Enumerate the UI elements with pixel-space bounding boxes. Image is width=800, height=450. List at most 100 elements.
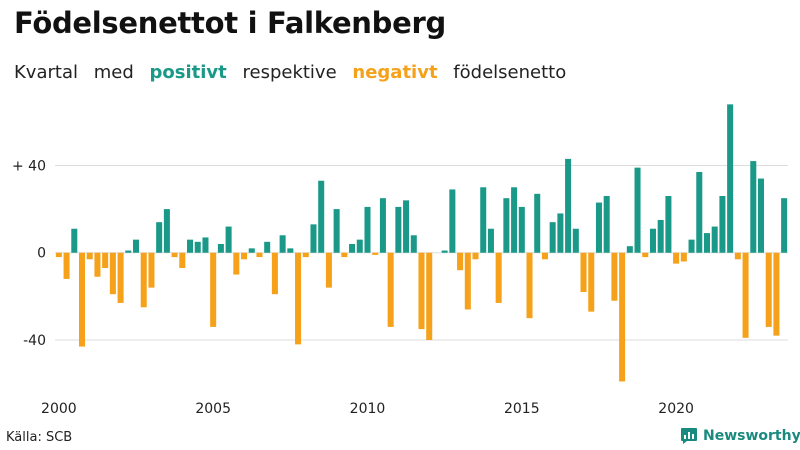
bar-positive: [163, 209, 170, 253]
bars: [55, 104, 788, 382]
bar-negative: [773, 252, 780, 336]
y-tick-label: 0: [37, 246, 46, 262]
bar-negative: [325, 252, 332, 288]
bar-negative: [495, 252, 502, 303]
bar-negative: [619, 252, 626, 382]
subtitle-negative-word: negativt: [352, 62, 438, 83]
bar-negative: [63, 252, 70, 279]
bar-positive: [634, 167, 641, 253]
bar-positive: [449, 189, 456, 253]
bar-negative: [642, 252, 649, 258]
bar-negative: [765, 252, 772, 327]
bar-positive: [688, 239, 695, 253]
bar-negative: [148, 252, 155, 288]
subtitle-suffix: födelsenetto: [453, 62, 567, 83]
brand[interactable]: Newsworthy: [680, 427, 800, 445]
bar-positive: [572, 228, 579, 253]
bar-positive: [549, 222, 556, 253]
bar-negative: [102, 252, 109, 268]
bar-negative: [673, 252, 680, 264]
subtitle-with: med: [93, 62, 134, 83]
bar-negative: [117, 252, 124, 303]
bar-negative: [210, 252, 217, 327]
bar-negative: [457, 252, 464, 271]
bar-positive: [364, 206, 371, 253]
bar-positive: [719, 196, 726, 253]
bar-positive: [403, 200, 410, 253]
bar-negative: [541, 252, 548, 260]
bar-positive: [665, 196, 672, 253]
bar-negative: [256, 252, 263, 258]
subtitle-prefix: Kvartal: [14, 62, 78, 83]
bar-negative: [241, 252, 248, 260]
bar-negative: [179, 252, 186, 268]
bar-positive: [318, 180, 325, 253]
bar-positive: [534, 193, 541, 253]
bar-negative: [79, 252, 86, 347]
bar-positive: [125, 250, 132, 253]
bar-negative: [55, 252, 62, 258]
bar-negative: [295, 252, 302, 345]
bar-negative: [372, 252, 379, 255]
bar-positive: [750, 161, 757, 253]
newsworthy-logo-icon: [681, 428, 697, 444]
bar-positive: [410, 235, 417, 253]
bar-positive: [310, 224, 317, 253]
bar-positive: [287, 248, 294, 253]
bar-negative: [233, 252, 240, 275]
bar-negative: [580, 252, 587, 292]
bar-positive: [657, 220, 664, 253]
bar-positive: [279, 235, 286, 253]
bar-positive: [511, 187, 518, 253]
bar-positive: [225, 226, 232, 253]
bar-positive: [133, 239, 140, 253]
bar-positive: [333, 209, 340, 253]
x-tick-label: 2000: [41, 401, 77, 417]
bar-negative: [109, 252, 116, 295]
bar-positive: [781, 198, 788, 253]
source-note: Källa: SCB: [6, 430, 73, 445]
bar-positive: [187, 239, 194, 253]
axis-labels: + 40 0 -40 2000 2005 2010 2015 2020: [12, 158, 694, 417]
bar-negative: [341, 252, 348, 258]
bar-positive: [349, 244, 356, 253]
x-tick-label: 2010: [350, 401, 386, 417]
bar-positive: [757, 178, 765, 253]
x-tick-label: 2020: [658, 401, 694, 417]
bar-positive: [441, 250, 448, 253]
bar-positive: [264, 241, 271, 253]
bar-positive: [727, 104, 734, 253]
bar-positive: [696, 172, 703, 253]
subtitle-positive-word: positivt: [149, 62, 227, 83]
bar-positive: [194, 241, 201, 253]
bar-negative: [271, 252, 278, 295]
bar-negative: [734, 252, 741, 260]
brand-name: Newsworthy: [703, 428, 800, 444]
bar-negative: [140, 252, 147, 308]
y-tick-label: + 40: [12, 158, 46, 174]
bar-negative: [611, 252, 618, 301]
bar-negative: [588, 252, 595, 312]
bar-positive: [217, 244, 224, 253]
bar-negative: [302, 252, 309, 258]
chart-subtitle: Kvartal med positivt respektive negativt…: [14, 62, 576, 83]
bar-positive: [248, 248, 255, 253]
bar-positive: [503, 198, 510, 253]
subtitle-middle: respektive: [242, 62, 337, 83]
bar-negative: [742, 252, 749, 338]
chart-title: Födelsenettot i Falkenberg: [14, 6, 446, 40]
bar-positive: [557, 213, 564, 253]
bar-negative: [426, 252, 433, 340]
y-tick-label: -40: [23, 333, 46, 349]
bar-negative: [94, 252, 101, 277]
bar-negative: [418, 252, 425, 330]
bar-positive: [487, 228, 494, 253]
bar-positive: [156, 222, 163, 253]
bar-positive: [711, 226, 718, 253]
bar-positive: [395, 206, 402, 253]
bar-positive: [626, 246, 633, 253]
bar-positive: [356, 239, 363, 253]
x-tick-label: 2005: [195, 401, 231, 417]
bar-negative: [171, 252, 178, 258]
